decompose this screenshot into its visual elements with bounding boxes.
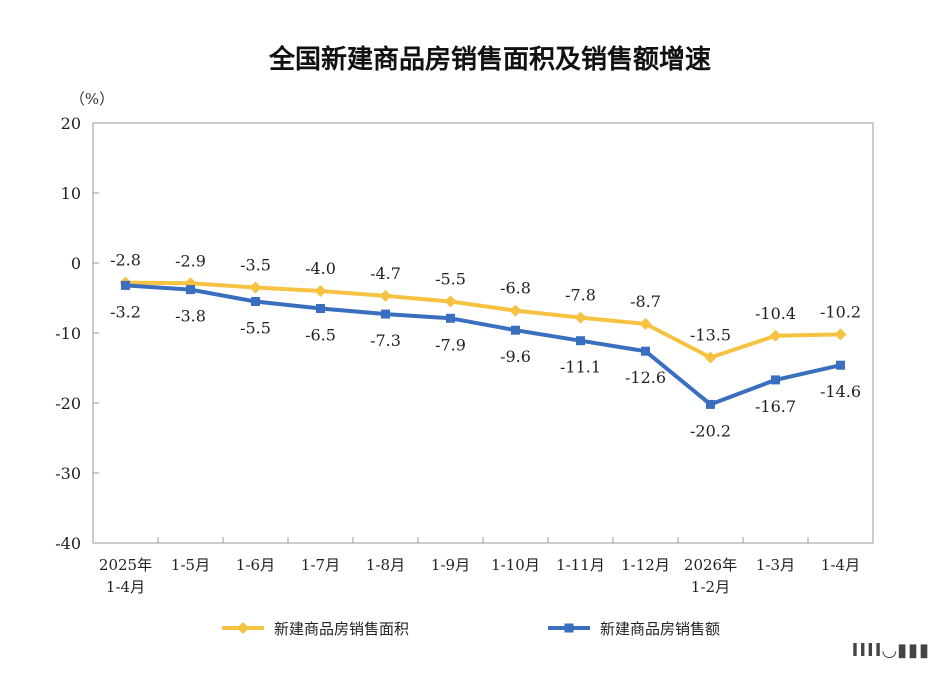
data-labels: -2.8 -2.9 -3.5 -4.0 -4.7 -5.5 -6.8 -7.8 -8.7 -13.… (110, 251, 861, 441)
x-tick-label: 1-4月 (821, 556, 860, 574)
y-axis: 20 10 0 -10 -20 -30 -40 (55, 114, 99, 553)
watermark: IIII◡▮▮▮ (852, 640, 930, 661)
series-2-point (836, 360, 845, 370)
legend-label: 新建商品房销售面积 (274, 620, 409, 638)
data-label: -3.8 (175, 307, 206, 326)
y-tick-label: 20 (61, 114, 81, 133)
data-label: -9.6 (500, 347, 531, 366)
y-tick-label: -10 (55, 324, 81, 343)
x-tick-label: 2025年 1-4月 (99, 556, 152, 596)
data-label: -20.2 (690, 421, 731, 440)
series-2-point (121, 280, 130, 290)
series-2-point (186, 285, 195, 295)
series-2-point (446, 313, 455, 323)
x-tick-label: 2026年 1-2月 (684, 556, 737, 596)
series-2-point (706, 399, 715, 409)
x-tick-label: 1-3月 (756, 556, 795, 574)
series-2-point (316, 304, 325, 313)
series-1-point (379, 289, 392, 302)
series-2-point (641, 346, 650, 356)
x-tick-label: 1-9月 (431, 556, 470, 574)
data-label: -14.6 (820, 382, 861, 401)
x-tick-label: 1-10月 (491, 556, 540, 574)
data-label: -2.8 (110, 251, 141, 270)
x-axis: 2025年 1-4月 1-5月 1-6月 1-7月 1-8月 1-9月 1-10月 1-11月 1… (99, 537, 860, 596)
data-label: -4.7 (370, 264, 401, 283)
x-tick-label: 1-5月 (171, 556, 210, 574)
series-1-point (639, 317, 652, 330)
data-label: -13.5 (690, 326, 731, 345)
series-1-point (834, 328, 847, 341)
series-2-point (511, 325, 520, 335)
data-label: -7.8 (565, 286, 596, 305)
data-label: -3.5 (240, 256, 271, 275)
data-label: -6.8 (500, 279, 531, 298)
data-label: -12.6 (625, 368, 666, 387)
y-tick-label: 10 (61, 184, 81, 203)
series-1-point (314, 285, 327, 297)
data-label: -10.4 (755, 304, 796, 323)
series-1-point (509, 304, 522, 317)
data-label: -5.5 (435, 270, 466, 289)
y-tick-label: -40 (55, 534, 81, 553)
data-label: -4.0 (305, 259, 336, 278)
data-label: -10.2 (820, 302, 861, 321)
series-2-point (381, 309, 390, 319)
data-label: -7.9 (435, 335, 466, 354)
series-group (119, 276, 847, 409)
data-label: -6.5 (305, 326, 336, 345)
x-tick-label: 1-6月 (236, 556, 275, 574)
data-label: -11.1 (560, 358, 601, 377)
series-line-1 (125, 280, 841, 360)
series-2-point (576, 336, 585, 346)
legend-marker (564, 623, 574, 633)
data-label: -16.7 (755, 397, 796, 416)
series-1-point (574, 311, 587, 324)
data-label: -2.9 (175, 251, 206, 270)
series-1-point (249, 281, 262, 294)
legend-label: 新建商品房销售额 (600, 620, 720, 638)
series-1-point (769, 329, 782, 342)
series-2-point (251, 297, 260, 306)
legend-marker (237, 622, 249, 634)
series-2-point (771, 375, 780, 385)
series-1-point (444, 295, 457, 308)
x-tick-label: 1-8月 (366, 556, 405, 574)
x-tick-label: 1-11月 (556, 556, 605, 574)
y-unit-label: （%） (70, 90, 114, 108)
data-label: -7.3 (370, 331, 401, 350)
series-1-point (704, 351, 717, 364)
chart-title: 全国新建商品房销售面积及销售额增速 (268, 44, 711, 75)
data-label: -5.5 (240, 319, 271, 338)
series-line-2 (125, 283, 841, 407)
x-tick-label: 1-12月 (621, 556, 670, 574)
plot-frame (92, 122, 874, 544)
legend: 新建商品房销售面积 新建商品房销售额 (222, 620, 720, 638)
data-label: -3.2 (110, 302, 141, 321)
y-tick-label: -30 (55, 464, 81, 483)
x-tick-label: 1-7月 (301, 556, 340, 574)
data-label: -8.7 (630, 292, 661, 311)
y-tick-label: -20 (55, 394, 81, 413)
y-tick-label: 0 (71, 254, 81, 273)
